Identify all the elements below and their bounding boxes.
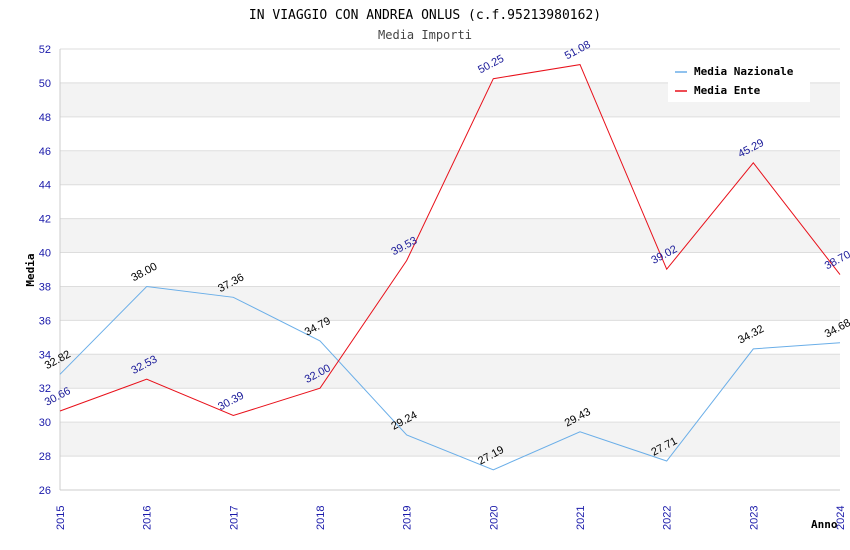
grid-band: [60, 184, 840, 219]
chart-subtitle: Media Importi: [378, 28, 472, 42]
x-tick-label: 2016: [142, 506, 154, 530]
y-tick-label: 42: [39, 214, 51, 226]
legend-background: [668, 62, 810, 102]
y-tick-label: 38: [39, 281, 51, 293]
y-tick-label: 28: [39, 451, 51, 463]
y-tick-label: 44: [39, 180, 51, 192]
y-tick-label: 36: [39, 315, 51, 327]
y-tick-label: 46: [39, 146, 51, 158]
y-tick-labels: 26 28 30 32 34 36 38 40 42 44 46 48 50 52: [39, 44, 51, 497]
y-tick-label: 48: [39, 112, 51, 124]
grid-band: [60, 422, 840, 457]
x-axis-label: Anno: [811, 518, 838, 531]
legend-label-media-nazionale: Media Nazionale: [694, 65, 794, 78]
grid-band: [60, 218, 840, 253]
legend-label-media-ente: Media Ente: [694, 84, 761, 97]
y-axis-label: Media: [24, 253, 37, 286]
x-tick-label: 2023: [748, 506, 760, 530]
series-line-media-nazionale: [59, 285, 841, 471]
x-tick-label: 2022: [662, 506, 674, 530]
x-tick-label: 2015: [55, 506, 67, 530]
grid-band: [60, 388, 840, 423]
y-tick-label: 34: [39, 349, 51, 361]
grid-band: [60, 354, 840, 389]
grid-band: [60, 116, 840, 151]
grid-band: [60, 320, 840, 355]
y-tick-label: 30: [39, 417, 51, 429]
gridlines: [60, 48, 840, 491]
x-tick-label: 2017: [228, 506, 240, 530]
x-tick-label: 2021: [575, 506, 587, 530]
y-tick-label: 50: [39, 78, 51, 90]
legend: Media Nazionale Media Ente: [668, 62, 810, 102]
x-tick-label: 2019: [402, 506, 414, 530]
x-tick-label: 2024: [835, 506, 847, 530]
x-tick-label: 2018: [315, 506, 327, 530]
y-tick-label: 32: [39, 383, 51, 395]
y-tick-label: 52: [39, 44, 51, 56]
x-tick-label: 2020: [488, 506, 500, 530]
grid-band: [60, 286, 840, 321]
series-line-media-ente: [59, 64, 841, 417]
grid-band: [60, 150, 840, 185]
grid-bands: [60, 49, 840, 490]
series-lines: [59, 64, 841, 471]
chart-title: IN VIAGGIO CON ANDREA ONLUS (c.f.9521398…: [249, 8, 601, 23]
grid-band: [60, 252, 840, 287]
x-tick-labels: 2015 2016 2017 2018 2019 2020 2021 2022 2023 2024: [55, 506, 847, 530]
y-tick-label: 26: [39, 485, 51, 497]
y-tick-label: 40: [39, 248, 51, 260]
grid-band: [60, 456, 840, 490]
